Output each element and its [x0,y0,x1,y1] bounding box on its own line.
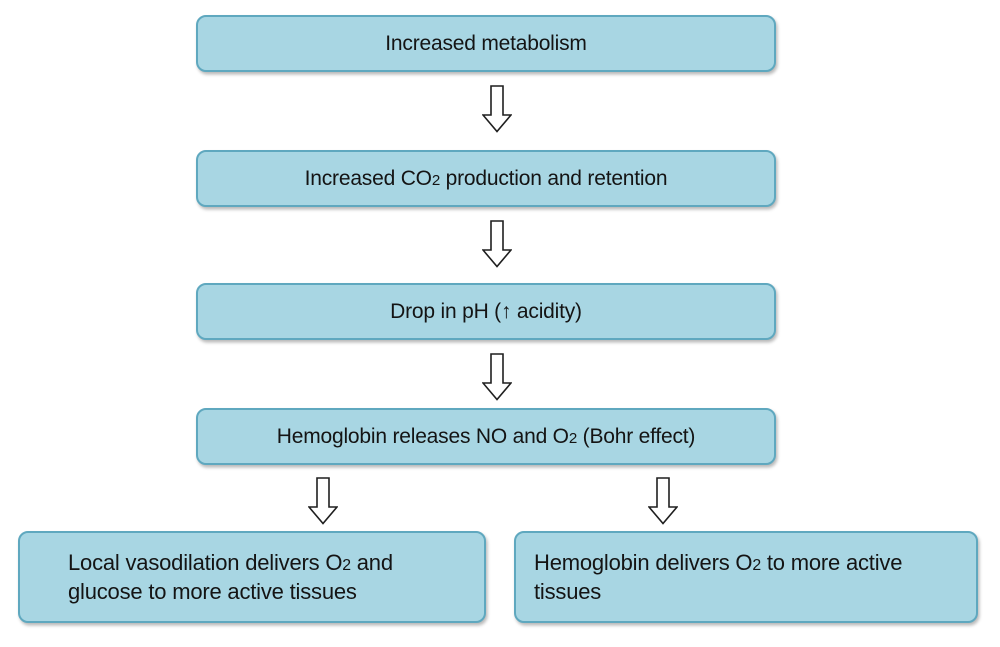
node-ph-drop: Drop in pH (↑ acidity) [196,283,776,340]
node-hemoglobin-delivery-label: Hemoglobin delivers O2 to more active tis… [534,549,903,604]
node-bohr-effect: Hemoglobin releases NO and O2 (Bohr effe… [196,408,776,465]
node-ph-drop-label: Drop in pH (↑ acidity) [390,299,582,323]
down-block-arrow-icon [308,477,338,525]
down-block-arrow-icon [482,85,512,133]
node-local-vasodilation-label: Local vasodilation delivers O2 and glucos… [68,549,393,604]
down-block-arrow-icon [648,477,678,525]
node-increased-metabolism-label: Increased metabolism [385,31,587,55]
node-co2-production-label: Increased CO2 production and retention [304,166,668,190]
down-block-arrow-icon [482,220,512,268]
node-co2-production: Increased CO2 production and retention [196,150,776,207]
node-bohr-effect-label: Hemoglobin releases NO and O2 (Bohr effe… [276,424,696,448]
down-block-arrow-icon [482,353,512,401]
node-hemoglobin-delivery: Hemoglobin delivers O2 to more active tis… [514,531,978,623]
node-local-vasodilation: Local vasodilation delivers O2 and glucos… [18,531,486,623]
node-increased-metabolism: Increased metabolism [196,15,776,72]
